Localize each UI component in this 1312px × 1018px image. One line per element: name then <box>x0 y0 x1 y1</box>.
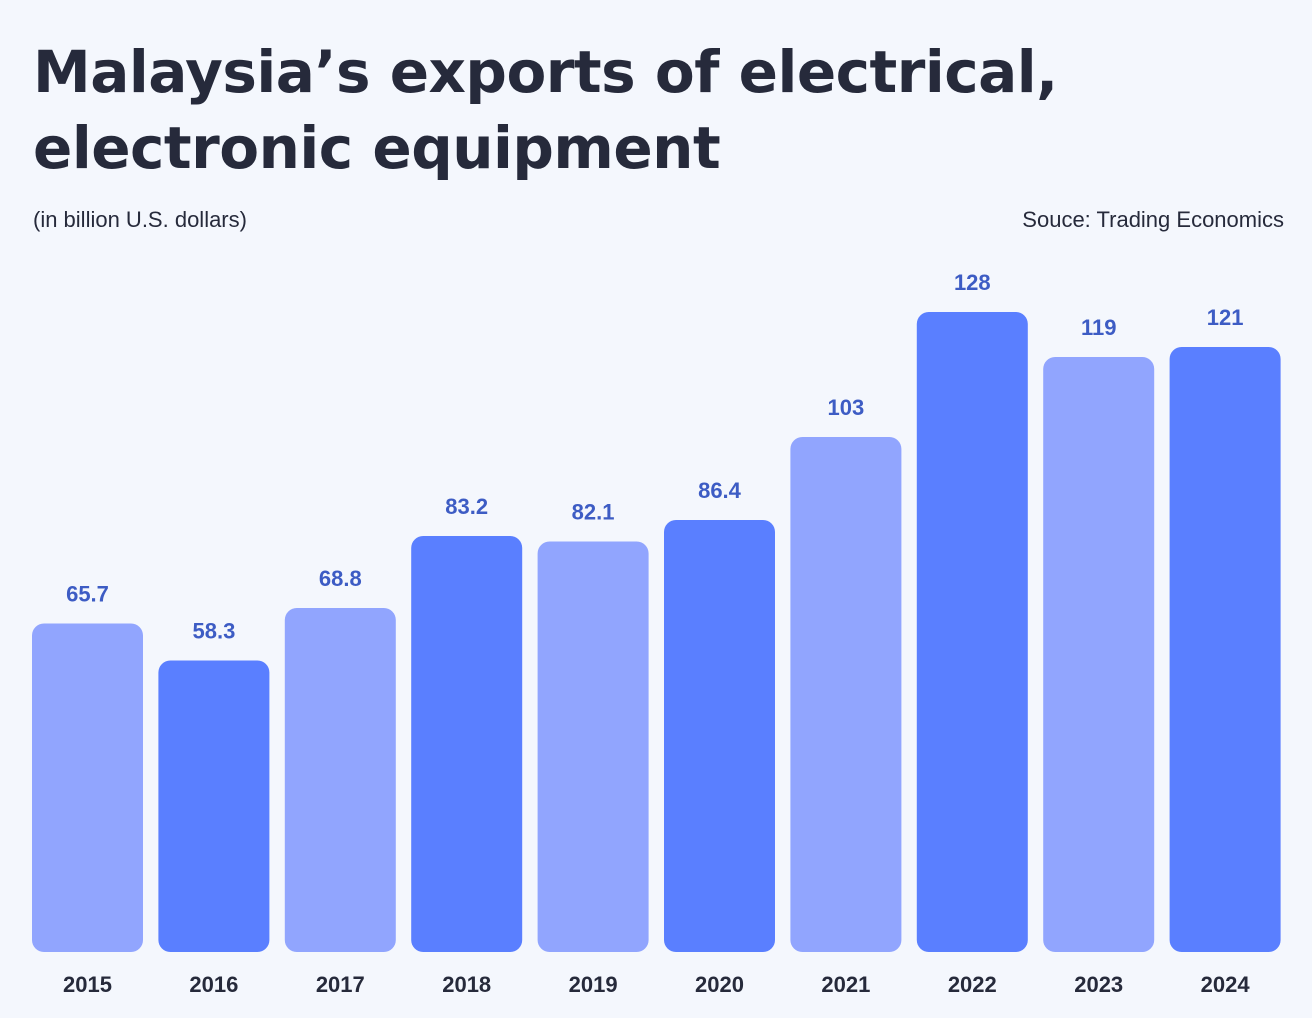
bar-2024 <box>1169 347 1281 952</box>
value-label-2019: 82.1 <box>572 500 615 525</box>
category-label-2017: 2017 <box>316 972 365 997</box>
category-labels-group: 2015 2016 2017 2018 2019 2020 2021 2022 2023 2024 <box>63 972 1250 997</box>
value-label-2017: 68.8 <box>319 566 362 591</box>
bar-2018 <box>411 536 523 952</box>
category-label-2020: 2020 <box>695 972 744 997</box>
value-label-2023: 119 <box>1081 315 1117 340</box>
value-label-2021: 103 <box>828 395 865 420</box>
bar-2023 <box>1043 357 1155 952</box>
value-label-2016: 58.3 <box>192 619 235 644</box>
category-label-2024: 2024 <box>1201 972 1251 997</box>
bar-2019 <box>537 541 649 952</box>
category-label-2018: 2018 <box>442 972 491 997</box>
category-label-2023: 2023 <box>1074 972 1123 997</box>
category-label-2016: 2016 <box>189 972 238 997</box>
value-label-2015: 65.7 <box>66 582 109 607</box>
value-label-2018: 83.2 <box>445 494 488 519</box>
bars-group <box>32 312 1281 952</box>
bar-2016 <box>158 660 270 952</box>
bar-2020 <box>664 520 775 952</box>
bar-2015 <box>32 623 143 952</box>
value-label-2024: 121 <box>1207 305 1244 330</box>
chart-title: Malaysia’s exports of electrical, electr… <box>33 38 1058 182</box>
chart-source: Souce: Trading Economics <box>1022 207 1284 232</box>
category-label-2019: 2019 <box>569 972 618 997</box>
chart-subtitle: (in billion U.S. dollars) <box>33 207 247 232</box>
category-label-2022: 2022 <box>948 972 997 997</box>
value-label-2022: 128 <box>954 270 991 295</box>
bar-2017 <box>284 608 396 952</box>
category-label-2021: 2021 <box>821 972 870 997</box>
value-label-2020: 86.4 <box>698 478 742 503</box>
category-label-2015: 2015 <box>63 972 112 997</box>
bar-2021 <box>790 437 902 952</box>
value-labels-group: 65.7 58.3 68.8 83.2 82.1 86.4 103 128 119 121 <box>66 270 1243 644</box>
bar-2022 <box>916 312 1028 952</box>
